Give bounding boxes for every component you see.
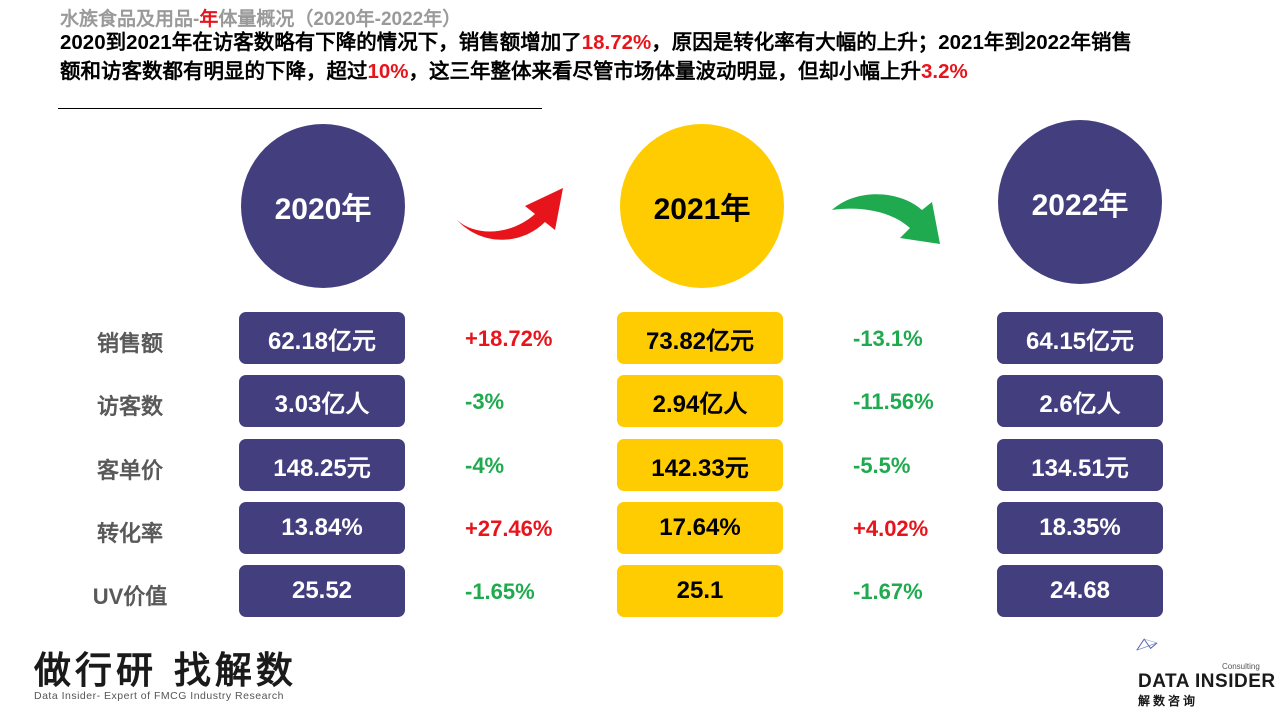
metric-label-unit-price: 客单价	[96, 458, 163, 483]
footer-slogan: 做行研 找解数	[34, 648, 297, 692]
value-2022-sales: 64.15亿元	[997, 312, 1163, 364]
change-2022-conversion: +4.02%	[853, 516, 929, 541]
logo-name: DATA INSIDER	[1138, 671, 1276, 692]
value-2020-uv-value: 25.52	[239, 565, 405, 617]
change-2022-uv-value: -1.67%	[853, 579, 923, 604]
value-2021-unit-price: 142.33元	[617, 439, 783, 491]
change-2022-visitors: -11.56%	[853, 389, 934, 414]
value-2022-visitors: 2.6亿人	[997, 375, 1163, 427]
metric-label-conversion: 转化率	[96, 521, 163, 546]
change-2021-unit-price: -4%	[465, 453, 505, 478]
value-2021-visitors: 2.94亿人	[617, 375, 783, 427]
value-2022-conversion: 18.35%	[997, 502, 1163, 554]
year-circle-2021: 2021年	[620, 124, 784, 288]
summary-underline	[58, 108, 542, 109]
change-2021-uv-value: -1.65%	[465, 579, 535, 604]
summary-highlight-1: 18.72%	[581, 31, 652, 54]
value-2020-unit-price: 148.25元	[239, 439, 405, 491]
logo-consulting-text: Consulting	[1222, 662, 1260, 671]
change-2021-sales: +18.72%	[465, 326, 553, 351]
title-suffix: 体量概况（2020年-2022年）	[218, 9, 462, 30]
title-prefix: 水族食品及用品-	[60, 9, 200, 30]
metric-label-uv-value: UV价值	[92, 584, 168, 609]
value-2020-sales: 62.18亿元	[239, 312, 405, 364]
metric-label-visitors: 访客数	[96, 394, 163, 419]
data-insider-logo-icon	[1136, 638, 1158, 651]
footer-slogan-subtitle: Data Insider- Expert of FMCG Industry Re…	[34, 690, 284, 702]
page-title: 水族食品及用品-年体量概况（2020年-2022年）	[60, 4, 461, 31]
value-2021-conversion: 17.64%	[617, 502, 783, 554]
up-arrow-icon	[457, 188, 563, 240]
change-2022-unit-price: -5.5%	[853, 453, 911, 478]
summary-text: 2020到2021年在访客数略有下降的情况下，销售额增加了18.72%，原因是转…	[60, 28, 1150, 86]
change-2021-conversion: +27.46%	[465, 516, 553, 541]
down-arrow-icon	[832, 194, 940, 244]
summary-highlight-2: 10%	[367, 60, 409, 83]
metric-label-sales: 销售额	[96, 331, 163, 356]
summary-part-3: ，这三年整体来看尽管市场体量波动明显，但却小幅上升	[408, 60, 922, 83]
value-2020-visitors: 3.03亿人	[239, 375, 405, 427]
year-circle-2022: 2022年	[998, 120, 1162, 284]
value-2021-sales: 73.82亿元	[617, 312, 783, 364]
change-2022-sales: -13.1%	[853, 326, 923, 351]
logo-chinese-name: 解数咨询	[1138, 694, 1199, 708]
value-2022-unit-price: 134.51元	[997, 439, 1163, 491]
summary-highlight-3: 3.2%	[921, 60, 968, 83]
value-2021-uv-value: 25.1	[617, 565, 783, 617]
summary-part-2: ，原因是转化率有大幅的上升；2021年到2022年销售额和访客数都有明显的下降，…	[60, 31, 1132, 83]
title-highlight: 年	[199, 9, 219, 30]
value-2022-uv-value: 24.68	[997, 565, 1163, 617]
year-circle-2020: 2020年	[241, 124, 405, 288]
value-2020-conversion: 13.84%	[239, 502, 405, 554]
summary-part-1: 2020到2021年在访客数略有下降的情况下，销售额增加了	[60, 31, 582, 54]
change-2021-visitors: -3%	[465, 389, 505, 414]
